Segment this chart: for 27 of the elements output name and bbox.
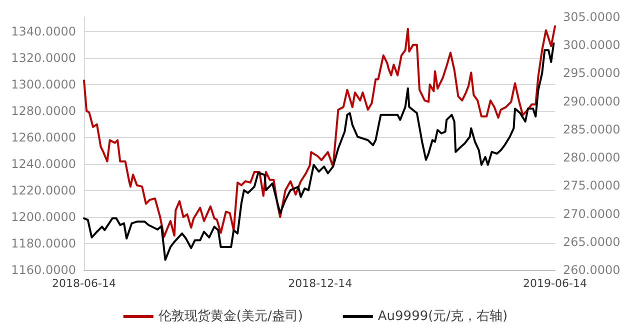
y-tick-label: 1340.0000 (11, 24, 76, 39)
y2-tick-label: 275.0000 (563, 178, 620, 193)
legend-label: Au9999(元/克，右轴) (378, 309, 508, 324)
y2-tick-label: 290.0000 (563, 94, 620, 108)
y2-tick-label: 260.0000 (563, 263, 620, 277)
y2-tick-label: 305.0000 (563, 10, 620, 24)
x-tick-label: 2018-12-14 (288, 277, 352, 290)
y-tick-label: 1220.0000 (11, 184, 76, 198)
y2-tick-label: 265.0000 (563, 234, 620, 249)
y-tick-label: 1300.0000 (11, 78, 76, 92)
y-tick-label: 1280.0000 (11, 104, 76, 118)
y2-tick-label: 270.0000 (563, 206, 620, 221)
y2-tick-label: 295.0000 (563, 66, 620, 80)
x-tick-label: 2018-06-14 (52, 277, 116, 290)
line-series (83, 25, 556, 238)
line-series (83, 42, 555, 261)
y2-tick-label: 300.0000 (563, 38, 620, 52)
y-tick-label: 1240.0000 (11, 157, 76, 172)
x-tick-label: 2019-06-14 (523, 277, 587, 290)
y-tick-label: 1160.0000 (11, 263, 76, 277)
y-tick-label: 1180.0000 (11, 236, 76, 251)
legend-label: 伦敦现货黄金(美元/盎司) (158, 308, 303, 324)
y2-tick-label: 285.0000 (563, 122, 620, 136)
y-tick-label: 1200.0000 (11, 210, 76, 224)
y2-tick-label: 280.0000 (563, 150, 620, 165)
y-tick-label: 1320.0000 (11, 51, 76, 66)
y-tick-label: 1260.0000 (11, 130, 76, 145)
